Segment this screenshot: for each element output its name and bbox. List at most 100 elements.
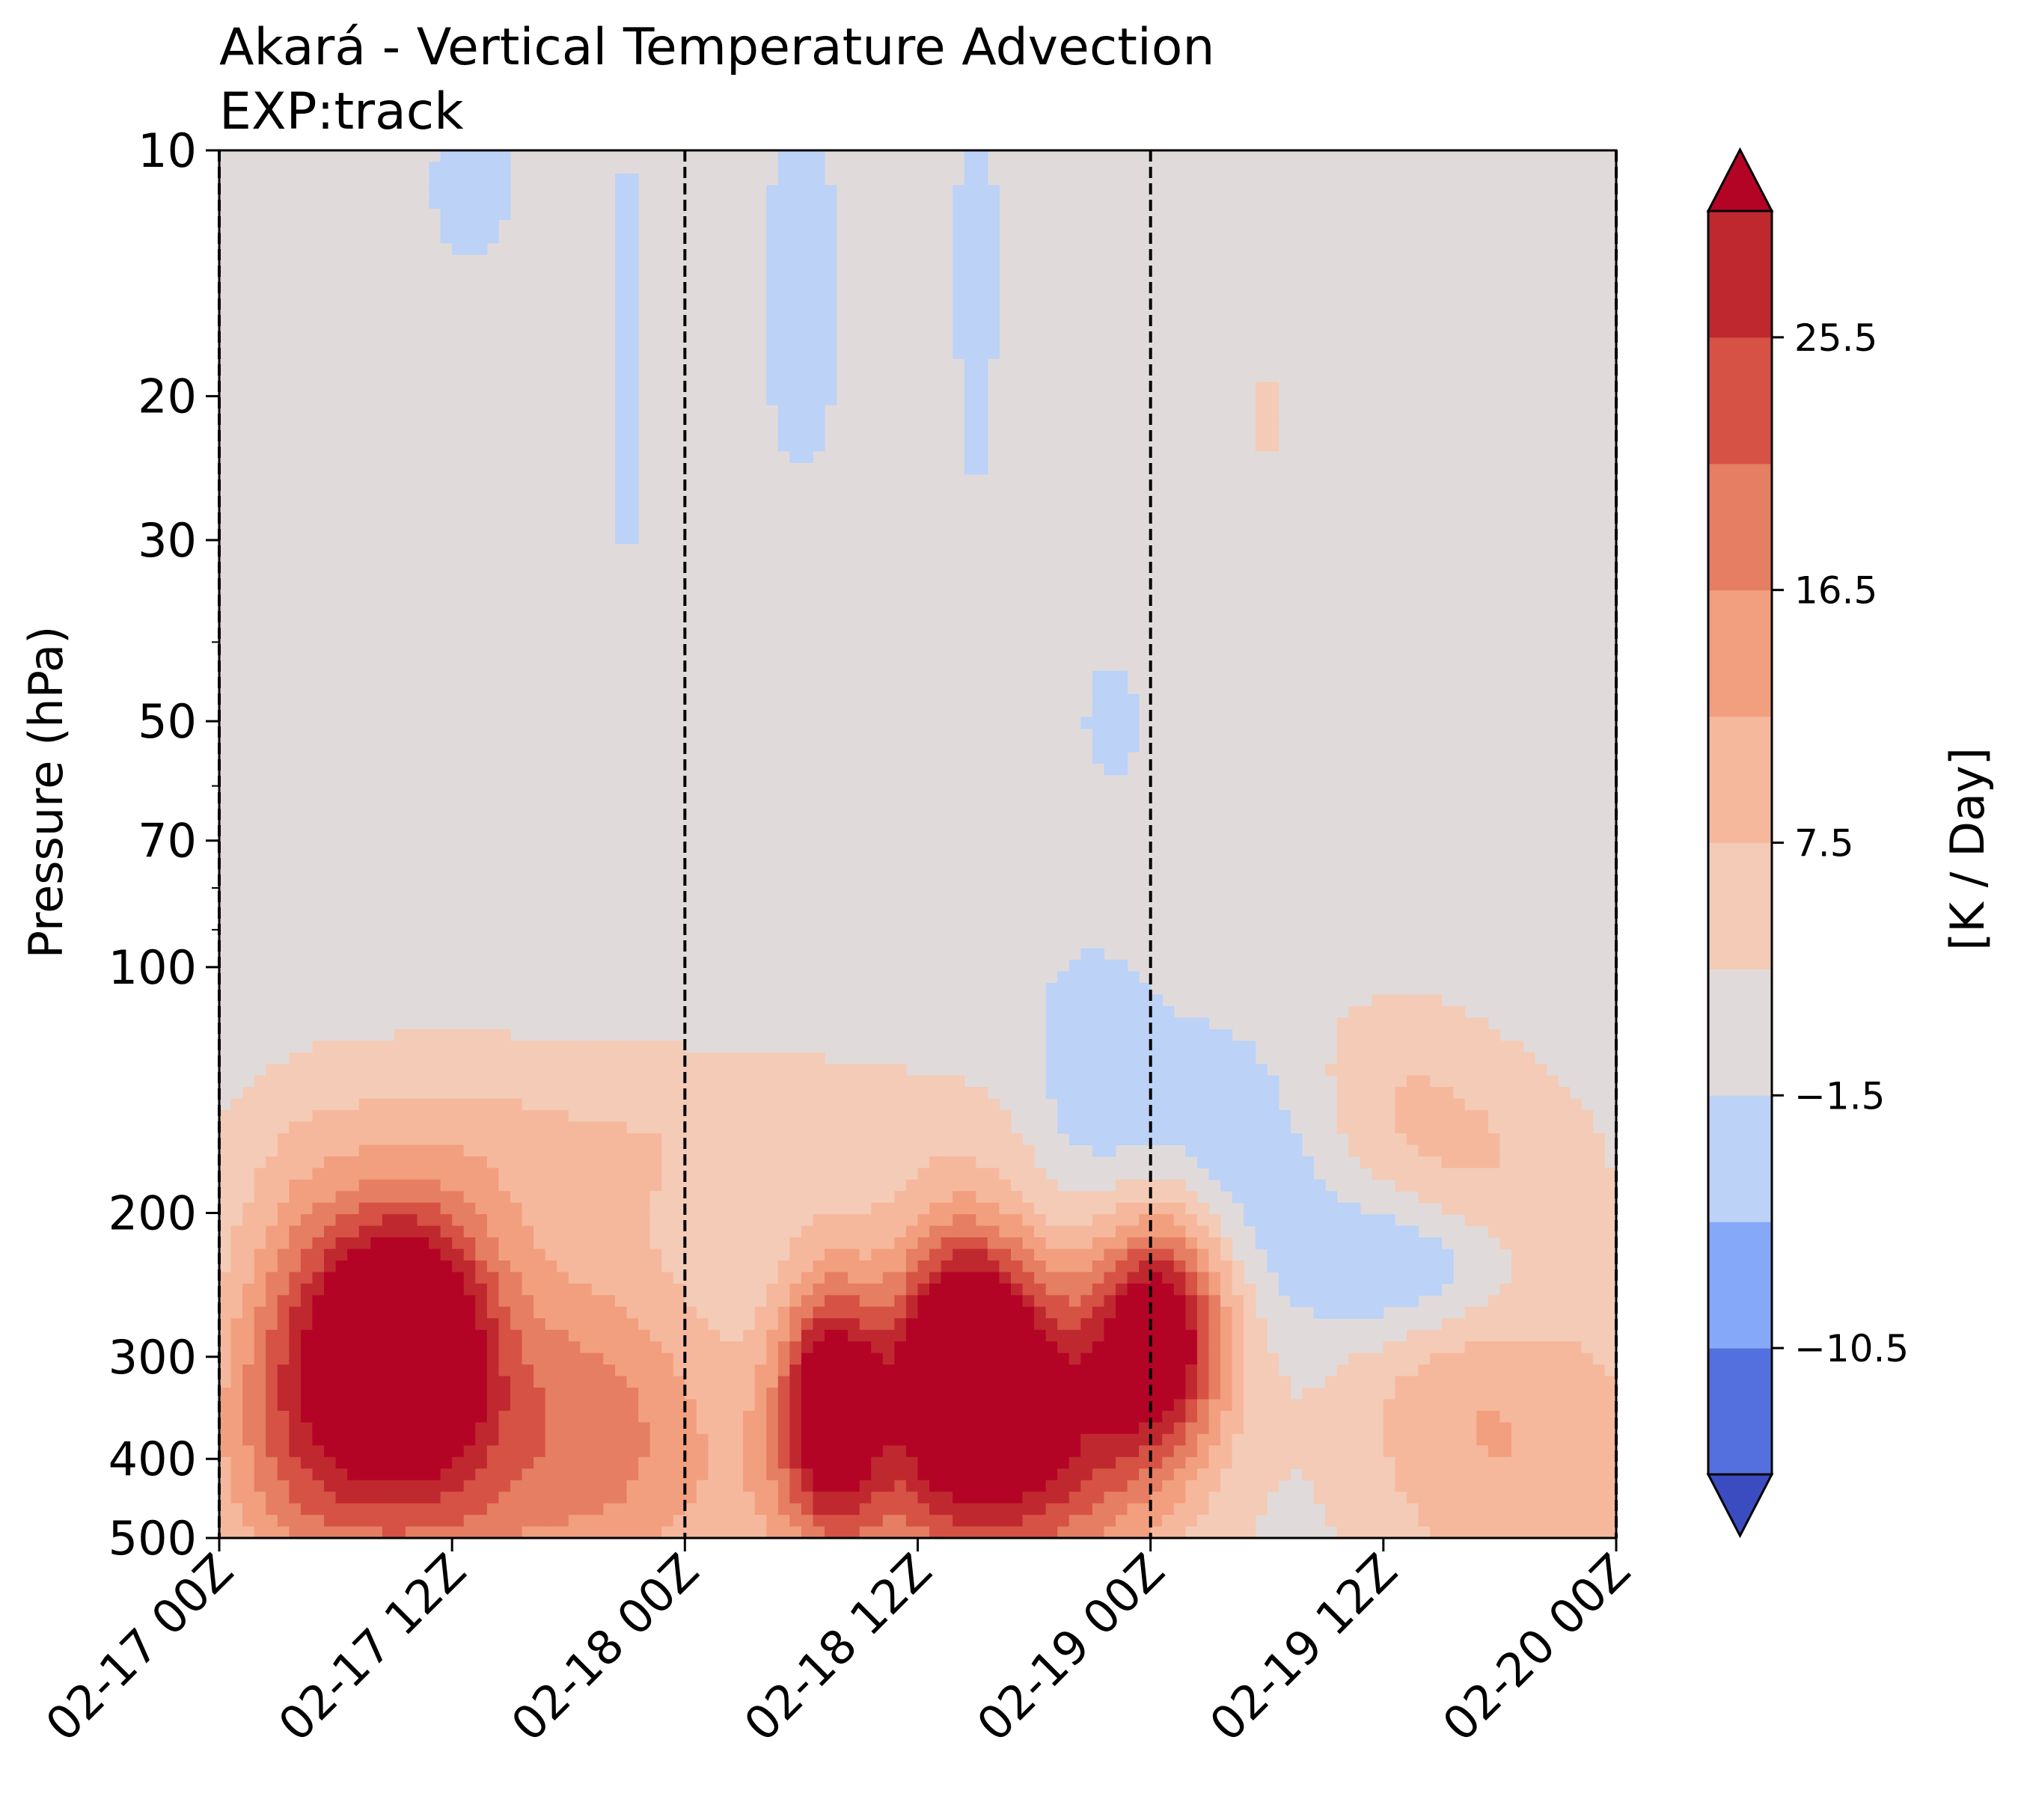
field-cell xyxy=(801,1214,814,1227)
field-cell xyxy=(1173,1029,1186,1041)
field-cell xyxy=(1535,1225,1547,1238)
field-cell xyxy=(347,1388,360,1400)
field-cell xyxy=(1232,1306,1244,1319)
field-cell xyxy=(1336,1388,1349,1400)
field-cell xyxy=(1127,717,1140,729)
field-cell xyxy=(230,1468,243,1481)
field-cell xyxy=(1162,1017,1175,1030)
field-cell xyxy=(1080,960,1093,972)
field-cell xyxy=(777,1433,790,1446)
field-cell xyxy=(568,1098,581,1111)
field-cell xyxy=(649,1202,662,1215)
field-cell xyxy=(859,1191,872,1204)
field-cell xyxy=(254,1306,266,1319)
field-cell xyxy=(766,1237,779,1250)
field-cell xyxy=(1104,1225,1116,1238)
field-cell xyxy=(277,1179,290,1192)
field-cell xyxy=(1581,1318,1594,1331)
field-cell xyxy=(475,1480,488,1492)
field-cell xyxy=(1488,1329,1501,1342)
field-cell xyxy=(266,1388,278,1400)
field-cell xyxy=(603,1098,616,1111)
field-cell xyxy=(777,1260,790,1273)
field-cell xyxy=(953,1156,965,1168)
field-cell xyxy=(1453,1005,1466,1018)
field-cell xyxy=(1244,1433,1256,1446)
field-cell xyxy=(614,1179,628,1192)
field-cell xyxy=(417,1456,429,1469)
field-cell xyxy=(894,1191,907,1204)
field-cell xyxy=(649,1295,662,1308)
field-cell xyxy=(1208,1168,1221,1180)
field-cell xyxy=(894,1445,907,1458)
field-cell xyxy=(277,1064,290,1076)
field-cell xyxy=(1045,983,1058,996)
field-cell xyxy=(1034,1376,1047,1388)
field-cell xyxy=(1080,1329,1093,1342)
field-cell xyxy=(964,1283,976,1296)
field-cell xyxy=(1255,393,1268,405)
field-cell xyxy=(917,1480,930,1492)
field-cell xyxy=(1267,1168,1279,1180)
field-cell xyxy=(836,1098,849,1111)
field-cell xyxy=(976,1503,988,1516)
field-cell xyxy=(440,1064,453,1076)
field-cell xyxy=(475,1075,488,1088)
field-cell xyxy=(987,1272,1000,1284)
field-cell xyxy=(1080,1041,1093,1053)
field-cell xyxy=(1592,1283,1606,1296)
field-cell xyxy=(766,1098,779,1111)
field-cell xyxy=(1092,994,1105,1007)
field-cell xyxy=(1232,1260,1244,1273)
field-cell xyxy=(1453,1422,1466,1435)
field-cell xyxy=(1336,1075,1349,1088)
field-cell xyxy=(1372,1121,1384,1134)
field-cell xyxy=(766,1064,779,1076)
field-cell xyxy=(568,1492,581,1504)
field-cell xyxy=(1208,1110,1221,1123)
field-cell xyxy=(789,1168,802,1180)
field-cell xyxy=(510,1121,523,1134)
field-cell xyxy=(591,1306,605,1319)
field-cell xyxy=(440,1306,453,1319)
field-cell xyxy=(1488,1052,1501,1064)
field-cell xyxy=(1406,1156,1419,1168)
field-cell xyxy=(1185,1433,1198,1446)
field-cell xyxy=(289,1492,302,1504)
field-cell xyxy=(848,1503,860,1516)
field-cell xyxy=(358,1191,371,1204)
field-cell xyxy=(614,509,628,521)
field-cell xyxy=(394,1133,406,1146)
field-cell xyxy=(545,1433,557,1446)
field-cell xyxy=(1080,1388,1093,1400)
field-cell xyxy=(498,1214,511,1227)
field-cell xyxy=(475,1503,488,1516)
field-cell xyxy=(1267,393,1279,405)
field-cell xyxy=(1080,1225,1093,1238)
field-cell xyxy=(1395,1041,1407,1053)
field-cell xyxy=(463,1468,476,1481)
field-cell xyxy=(324,1503,337,1516)
field-cell xyxy=(789,1341,802,1354)
field-cell xyxy=(1196,1341,1210,1354)
field-cell xyxy=(638,1272,651,1284)
field-cell xyxy=(300,1352,314,1365)
field-cell xyxy=(661,1422,674,1435)
field-cell xyxy=(789,1364,802,1377)
field-cell xyxy=(1511,1283,1524,1296)
field-cell xyxy=(382,1376,394,1388)
field-cell xyxy=(882,1248,895,1261)
field-cell xyxy=(801,219,814,232)
field-cell xyxy=(405,1329,418,1342)
field-cell xyxy=(976,1388,988,1400)
field-cell xyxy=(475,1306,488,1319)
field-cell xyxy=(1068,983,1081,996)
field-cell xyxy=(1488,1480,1501,1492)
field-cell xyxy=(1511,1225,1524,1238)
field-cell xyxy=(440,1260,453,1273)
field-cell xyxy=(300,1295,314,1308)
field-cell xyxy=(440,1352,453,1365)
field-cell xyxy=(1255,428,1268,441)
field-cell xyxy=(1441,1052,1454,1064)
field-cell xyxy=(557,1445,569,1458)
